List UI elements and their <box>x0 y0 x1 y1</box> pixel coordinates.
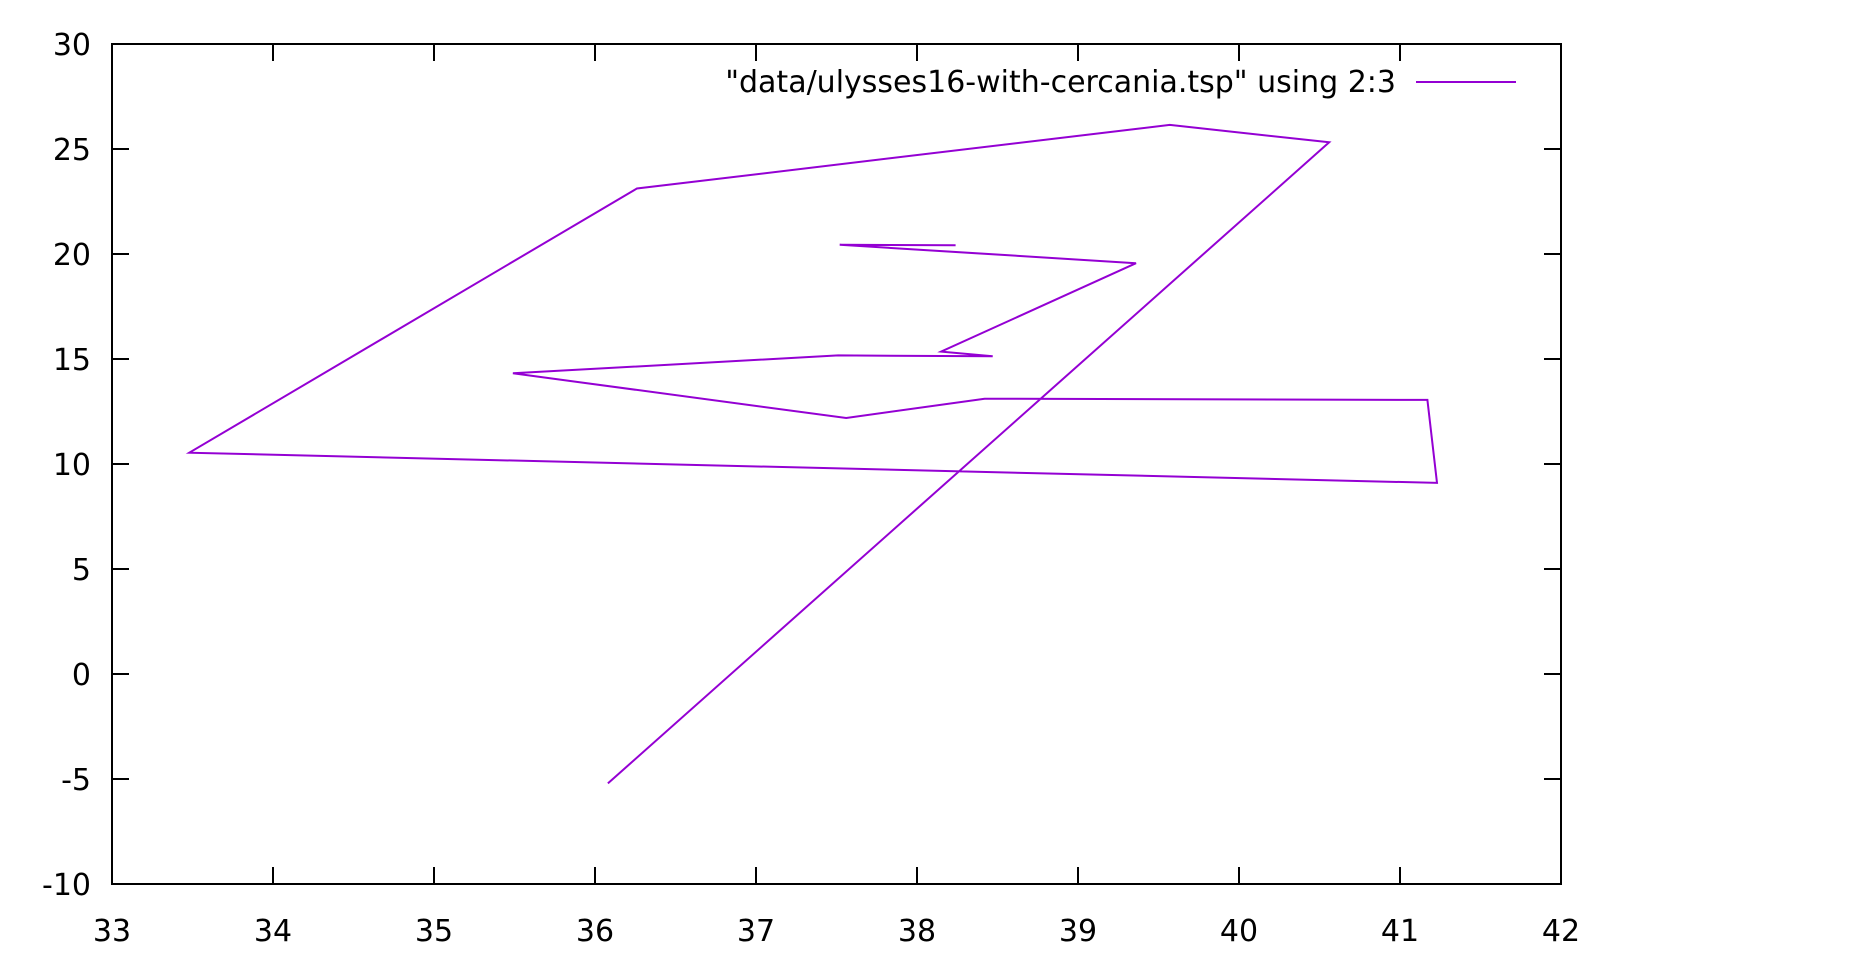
axis-ticks <box>112 44 1561 884</box>
legend: "data/ulysses16-with-cercania.tsp" using… <box>725 65 1516 100</box>
legend-label: "data/ulysses16-with-cercania.tsp" using… <box>725 65 1396 100</box>
x-tick-label: 37 <box>737 914 775 949</box>
y-tick-label: 10 <box>53 448 91 483</box>
y-tick-label: -10 <box>42 868 91 903</box>
x-tick-label: 35 <box>415 914 453 949</box>
y-tick-label: 20 <box>53 238 91 273</box>
series-layer <box>189 125 1437 784</box>
y-tick-label: 30 <box>53 28 91 63</box>
series-line <box>189 125 1437 784</box>
x-tick-label: 39 <box>1059 914 1097 949</box>
tick-labels: 33 34 35 36 37 38 39 40 41 42 -10 -5 0 5 10 15 20 25 30 <box>42 28 1580 949</box>
x-tick-label: 38 <box>898 914 936 949</box>
y-tick-label: -5 <box>61 763 91 798</box>
x-tick-label: 42 <box>1542 914 1580 949</box>
y-tick-label: 25 <box>53 133 91 168</box>
x-tick-label: 36 <box>576 914 614 949</box>
x-tick-label: 34 <box>254 914 292 949</box>
x-tick-label: 33 <box>93 914 131 949</box>
x-tick-label: 40 <box>1220 914 1258 949</box>
y-tick-label: 15 <box>53 343 91 378</box>
y-tick-label: 0 <box>72 658 91 693</box>
y-tick-label: 5 <box>72 553 91 588</box>
plot-frame <box>112 44 1561 884</box>
x-tick-label: 41 <box>1381 914 1419 949</box>
